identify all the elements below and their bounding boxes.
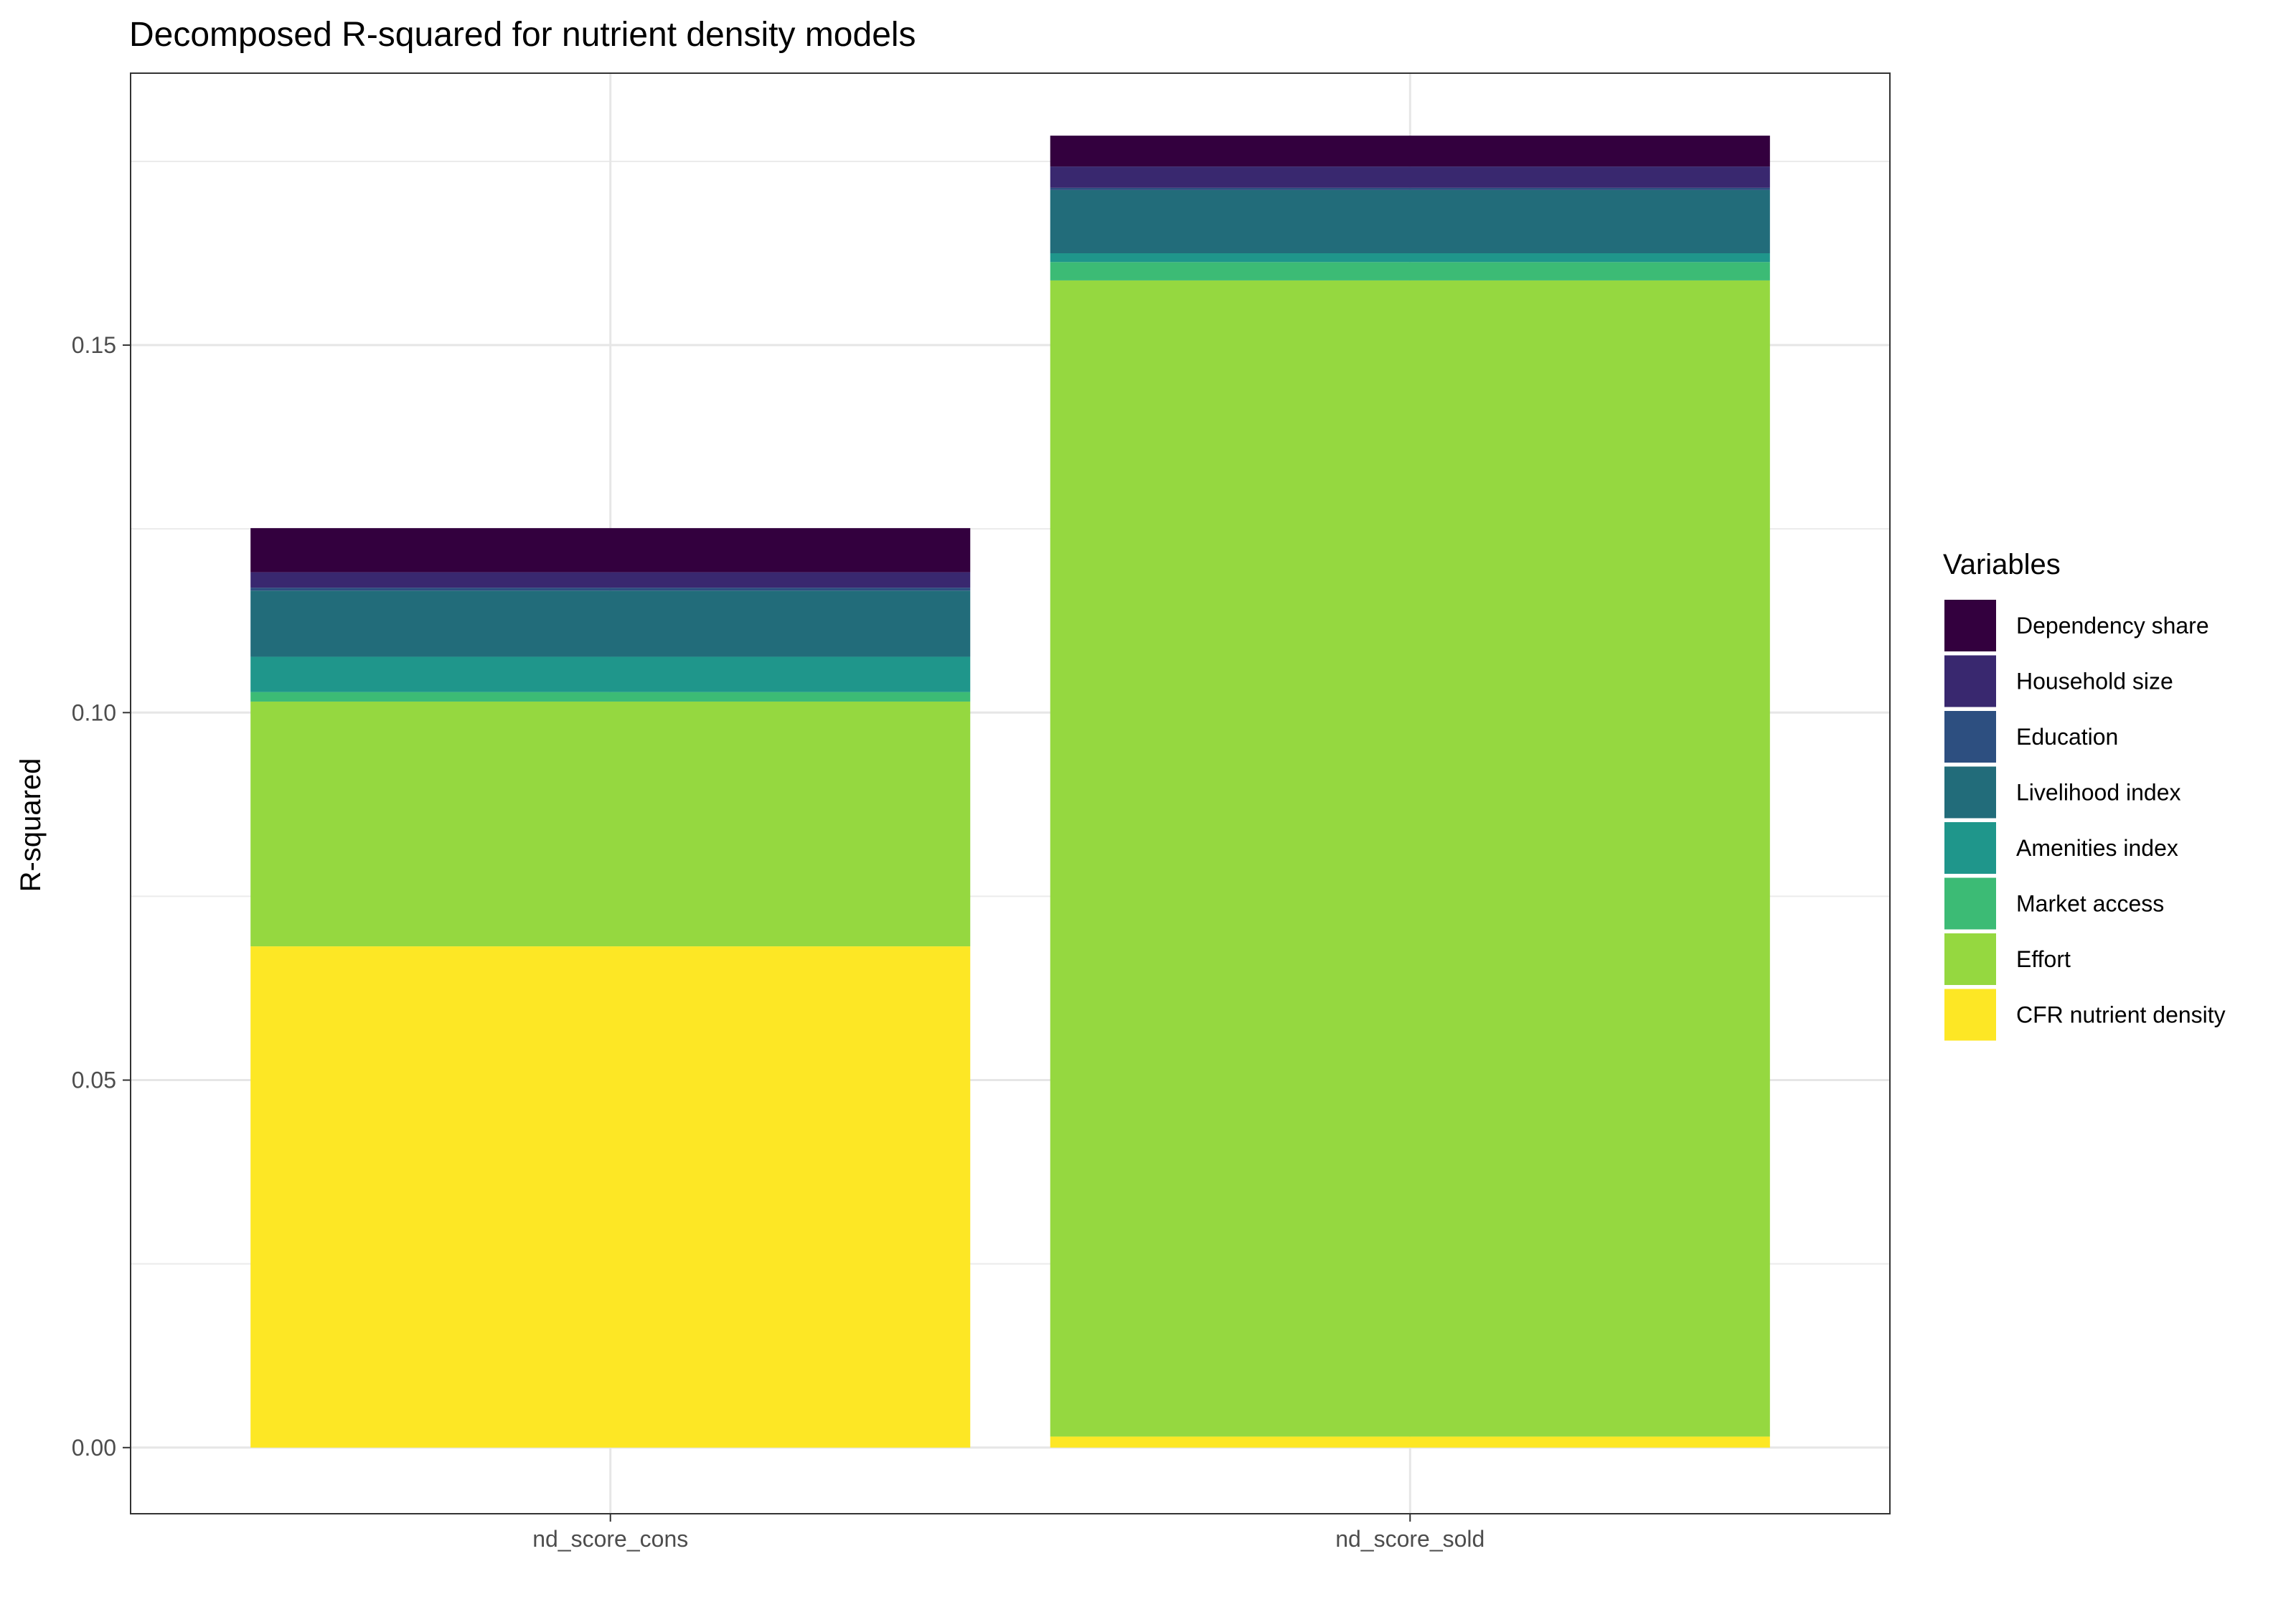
y-tick-label: 0.05 <box>72 1068 116 1093</box>
bar-segment-nd_score_sold-amenities-index <box>1050 253 1770 263</box>
bar-segment-nd_score_sold-dependency-share <box>1050 136 1770 167</box>
legend-key-education <box>1944 711 1996 763</box>
legend-label: Market access <box>2016 891 2164 917</box>
axes: 0.00 0.05 0.10 0.15 nd_score_cons nd_score_so… <box>72 332 1485 1552</box>
bar-segment-nd_score_cons-household-size <box>250 572 971 588</box>
bars <box>250 136 1770 1448</box>
bar-segment-nd_score_cons-education <box>250 588 971 591</box>
legend-key-cfr-nutrient-density <box>1944 989 1996 1041</box>
legend-label: Education <box>2016 724 2118 750</box>
chart-title: Decomposed R-squared for nutrient densit… <box>129 16 916 54</box>
bar-segment-nd_score_sold-livelihood-index <box>1050 189 1770 253</box>
plot-panel-border <box>130 72 1891 1514</box>
y-axis-title: R-squared <box>15 758 47 892</box>
legend: Variables Dependency share Household size… <box>1943 549 2226 1041</box>
legend-label: Amenities index <box>2016 835 2178 861</box>
bar-segment-nd_score_sold-market-access <box>1050 262 1770 281</box>
legend-title: Variables <box>1943 549 2061 580</box>
y-tick-label: 0.15 <box>72 332 116 358</box>
bar-segment-nd_score_sold-education <box>1050 187 1770 190</box>
y-tick-label: 0.00 <box>72 1435 116 1461</box>
legend-label: Household size <box>2016 669 2173 694</box>
bar-segment-nd_score_cons-cfr-nutrient-density <box>250 946 971 1448</box>
legend-label: Effort <box>2016 946 2071 972</box>
bar-segment-nd_score_sold-cfr-nutrient-density <box>1050 1436 1770 1448</box>
legend-key-household-size <box>1944 655 1996 707</box>
legend-label: CFR nutrient density <box>2016 1002 2226 1028</box>
bar-segment-nd_score_cons-amenities-index <box>250 656 971 692</box>
x-tick-label: nd_score_sold <box>1335 1526 1485 1552</box>
y-tick-label: 0.10 <box>72 699 116 725</box>
legend-key-effort <box>1944 933 1996 985</box>
legend-key-amenities-index <box>1944 822 1996 874</box>
legend-key-dependency-share <box>1944 600 1996 651</box>
bar-segment-nd_score_cons-market-access <box>250 692 971 702</box>
legend-label: Livelihood index <box>2016 780 2181 806</box>
bar-segment-nd_score_sold-effort <box>1050 280 1770 1437</box>
bar-segment-nd_score_cons-dependency-share <box>250 528 971 572</box>
x-tick-label: nd_score_cons <box>532 1526 688 1552</box>
bar-segment-nd_score_cons-livelihood-index <box>250 590 971 657</box>
bar-segment-nd_score_sold-household-size <box>1050 166 1770 188</box>
legend-key-market-access <box>1944 877 1996 930</box>
legend-label: Dependency share <box>2016 613 2209 638</box>
bar-segment-nd_score_cons-effort <box>250 701 971 947</box>
legend-key-livelihood-index <box>1944 766 1996 819</box>
